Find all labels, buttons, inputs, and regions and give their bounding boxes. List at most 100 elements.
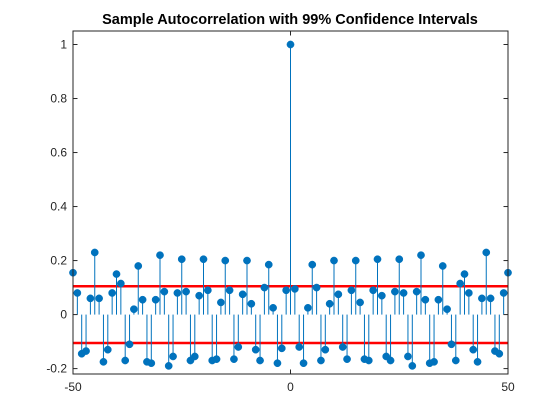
stem-marker (378, 291, 386, 300)
stem-marker (304, 303, 312, 312)
stem-marker (273, 359, 282, 368)
stem-marker (95, 294, 103, 303)
stem-marker (121, 356, 130, 365)
x-tick-label: 50 (501, 380, 515, 394)
stem-marker (73, 289, 82, 297)
stem-marker (451, 356, 460, 365)
stem-marker (260, 283, 269, 292)
stem-marker (251, 345, 260, 354)
stem-marker (364, 356, 373, 365)
stem-marker (347, 286, 356, 295)
stem-marker (221, 256, 230, 265)
stem-marker (412, 287, 421, 296)
stem-marker (373, 255, 382, 264)
stem-marker (395, 255, 404, 264)
stem-marker (108, 289, 117, 297)
stem-marker (269, 303, 277, 312)
stem-marker (291, 285, 299, 293)
stem-marker (325, 299, 334, 308)
stem-marker (447, 340, 456, 349)
stem-marker (112, 270, 121, 278)
stem-marker (199, 255, 208, 264)
stem-marker (286, 40, 295, 49)
stem-marker (151, 295, 160, 304)
y-tick-label: 0.2 (50, 254, 67, 268)
stem-marker (125, 340, 134, 349)
stem-marker (217, 298, 225, 307)
stem-marker (469, 345, 478, 354)
stem-marker (386, 356, 395, 365)
y-tick-label: 1 (60, 38, 67, 52)
stem-marker (312, 283, 321, 292)
stem-marker (351, 256, 360, 265)
stem-marker (82, 347, 90, 355)
stem-marker (103, 345, 112, 354)
y-tick-label: -0.2 (46, 362, 67, 376)
stem-marker (182, 287, 190, 296)
stem-marker (408, 362, 417, 370)
stem-marker (430, 357, 438, 366)
stem-marker (282, 286, 290, 295)
stem-marker (460, 270, 469, 278)
chart-title: Sample Autocorrelation with 99% Confiden… (102, 12, 478, 28)
stem-marker (90, 248, 99, 257)
stem-marker (117, 279, 125, 288)
stem-marker (465, 289, 473, 297)
stem-marker (173, 289, 182, 297)
stem-marker (417, 251, 425, 260)
stem-marker (343, 355, 351, 363)
stem-marker (317, 356, 325, 365)
stem-marker (130, 305, 138, 314)
stem-marker (204, 286, 212, 295)
stem-marker (234, 343, 243, 351)
stem-marker (434, 295, 443, 304)
stem-marker (321, 345, 330, 354)
y-tick-label: 0.8 (50, 92, 67, 106)
stem-marker (247, 299, 256, 308)
stem-marker (177, 255, 186, 264)
stem-marker (404, 352, 412, 361)
stem-marker (230, 355, 238, 363)
x-tick-label: -50 (64, 380, 82, 394)
stem-marker (369, 286, 377, 295)
stem-marker (295, 343, 304, 351)
stem-marker (256, 356, 264, 365)
stem-marker (138, 295, 147, 304)
stem-marker (456, 279, 464, 288)
stem-marker (169, 352, 177, 361)
axes: -0.2 0 0.2 0.4 0.6 0.8 1 -50 0 50 (46, 30, 515, 394)
stem-marker (147, 359, 156, 368)
y-tick-label: 0.6 (50, 146, 67, 160)
x-tick-label: 0 (287, 380, 294, 394)
stem-marker (277, 344, 286, 353)
stem-marker (482, 248, 491, 257)
stem-marker (330, 256, 338, 265)
stem-series (69, 40, 512, 370)
stem-marker (299, 359, 308, 368)
stem-marker (486, 294, 495, 303)
stem-marker (86, 294, 95, 303)
stem-marker (438, 262, 447, 270)
stem-marker (160, 287, 169, 296)
stem-marker (212, 355, 221, 363)
stem-marker (243, 256, 251, 265)
stem-marker (190, 352, 199, 361)
stem-marker (195, 291, 203, 300)
stem-marker (399, 289, 408, 297)
stem-marker (156, 251, 164, 260)
stem-marker (443, 305, 451, 314)
stem-marker (356, 298, 364, 307)
stem-marker (225, 286, 234, 295)
stem-marker (478, 294, 486, 303)
stem-marker (308, 260, 317, 269)
stem-marker (391, 287, 399, 296)
stem-marker (499, 289, 508, 297)
stem-marker (264, 260, 273, 269)
stem-marker (338, 343, 347, 351)
y-tick-label: 0 (60, 308, 67, 322)
stem-marker (238, 290, 247, 299)
stem-marker (421, 295, 430, 304)
stem-marker (134, 262, 143, 270)
stem-marker (495, 349, 504, 358)
